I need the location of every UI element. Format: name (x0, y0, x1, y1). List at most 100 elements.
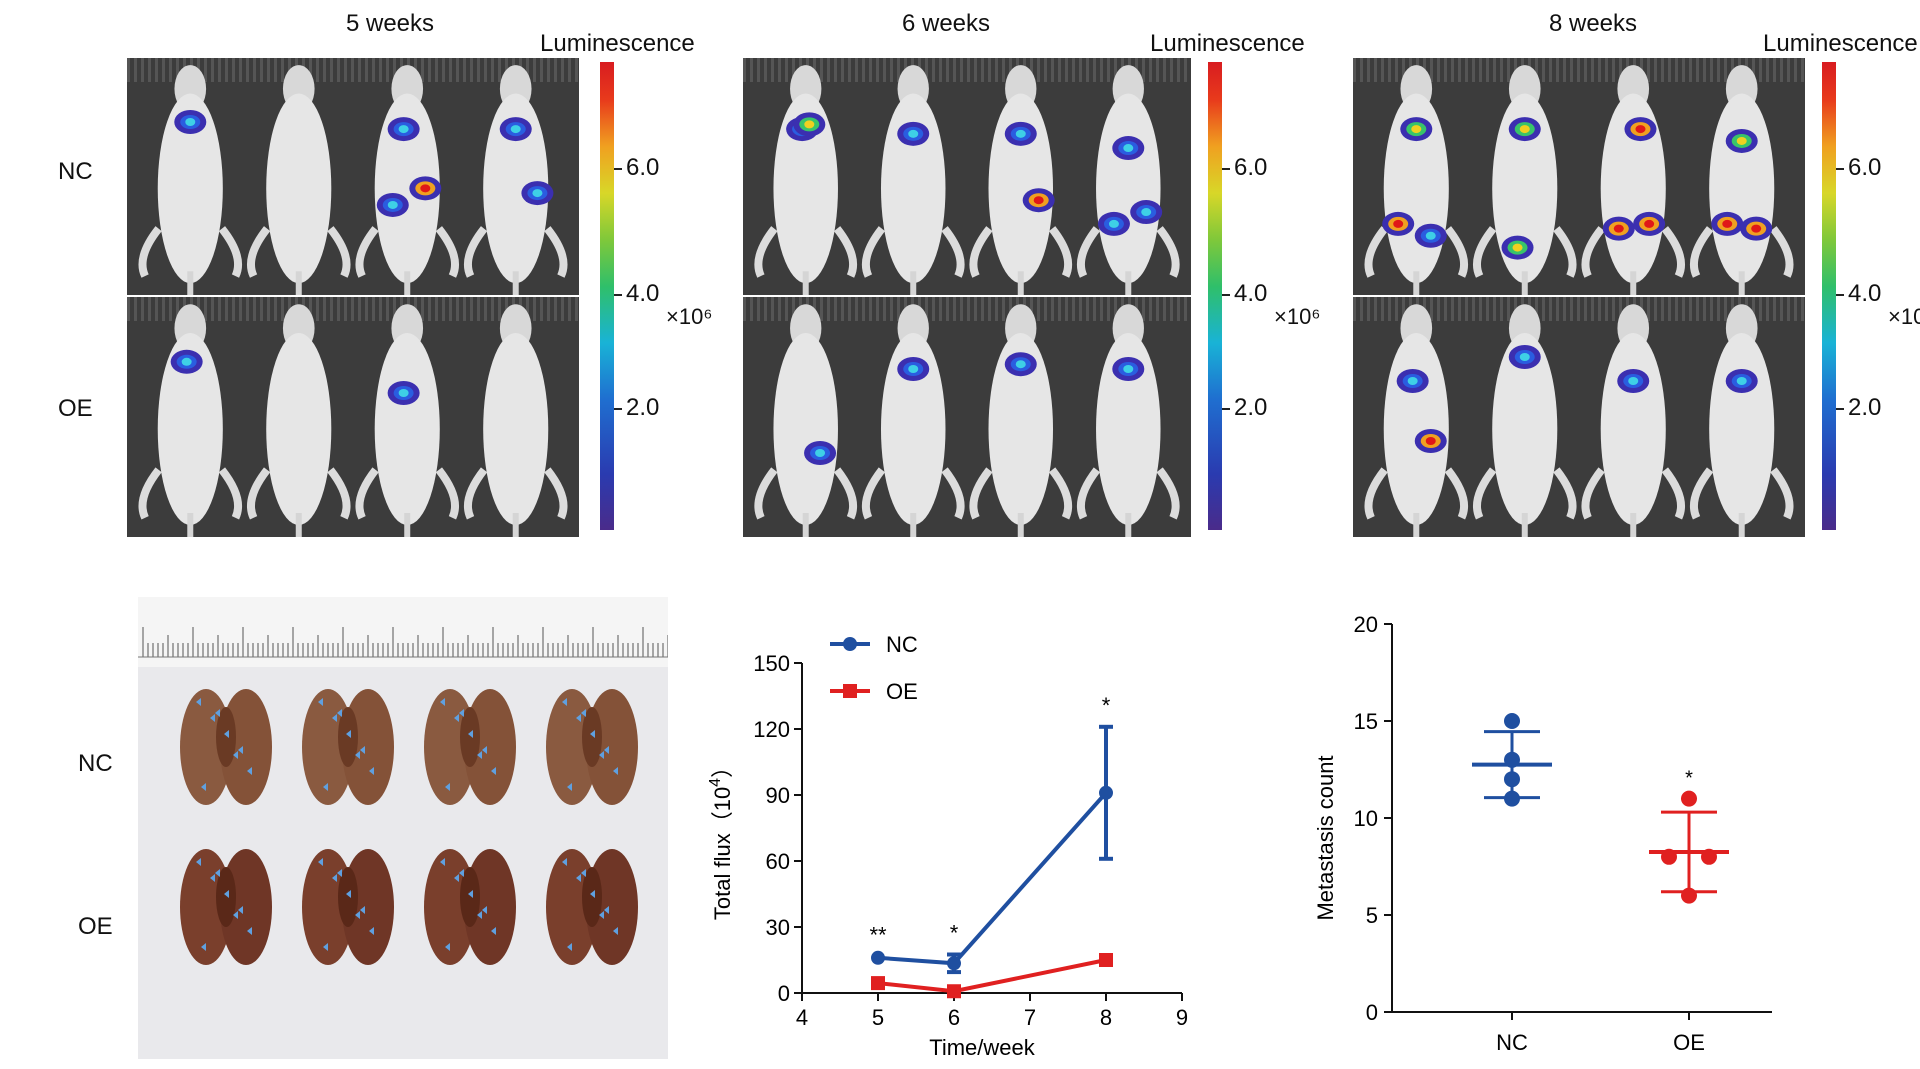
colorbar-tick-3-1 (1836, 168, 1844, 170)
colorbar-tick-3-2 (1836, 294, 1844, 296)
mouse-3-oe-3 (1581, 304, 1685, 537)
x-tick-label: 6 (948, 1005, 960, 1030)
data-point-oe (1681, 790, 1697, 807)
mouse-2-oe-3 (969, 304, 1073, 537)
lung-oe-4 (546, 849, 638, 965)
y-tick-label: 10 (1354, 806, 1378, 831)
y-tick-label: 0 (778, 981, 790, 1006)
mouse-3-nc-3 (1581, 65, 1685, 295)
y-axis-label: Metastasis count (1313, 755, 1338, 920)
total-flux-line-chart: 0 30 60 90 120 150 4 5 6 7 8 9 Time/week Total flux（1… (707, 632, 1188, 1060)
imaging-panel-2-nc (743, 58, 1191, 295)
mouse-3-oe-1 (1364, 304, 1469, 537)
mouse-3-oe-2 (1473, 304, 1577, 537)
mouse-1-nc-1 (138, 65, 243, 295)
x-tick-label: 5 (872, 1005, 884, 1030)
mouse-2-oe-1 (754, 304, 858, 537)
lung-nc-1 (180, 689, 272, 805)
mouse-2-nc-3 (969, 65, 1073, 295)
y-tick-label: 150 (753, 651, 790, 676)
mouse-2-nc-2 (861, 65, 965, 295)
x-tick-label: 7 (1024, 1005, 1036, 1030)
mouse-1-oe-3 (355, 304, 459, 537)
series-line-oe (877, 958, 1107, 994)
colorbar-unit-3: ×10⁶ (1888, 304, 1920, 329)
data-point-nc (1099, 785, 1113, 800)
mouse-3-oe-4 (1689, 304, 1794, 537)
imaging-panel-3-nc (1353, 58, 1805, 295)
y-tick-label: 15 (1354, 709, 1378, 734)
colorbar-tick-label-3-3: 2.0 (1848, 394, 1882, 421)
imaging-panel-3-oe (1353, 297, 1805, 537)
data-point-nc (947, 956, 961, 971)
luminescence-label-1: Luminescence (540, 30, 695, 57)
lung-oe-1 (180, 849, 272, 965)
mouse-2-oe-4 (1076, 304, 1180, 537)
luminescence-label-2: Luminescence (1150, 30, 1305, 57)
data-point-nc (1504, 771, 1520, 788)
imaging-row-label-nc: NC (58, 158, 93, 185)
imaging-panel-1-oe (127, 297, 579, 537)
significance-marker: * (1102, 693, 1111, 718)
series-line-nc (877, 791, 1108, 966)
colorbar-tick-label-1-1: 6.0 (626, 154, 660, 181)
data-point-oe (1661, 848, 1677, 865)
significance-marker: * (1685, 768, 1693, 790)
y-tick-label: 5 (1366, 903, 1378, 928)
significance-marker: * (950, 921, 959, 946)
y-tick-label: 60 (766, 849, 790, 874)
mouse-1-nc-3 (355, 65, 459, 295)
legend-marker (843, 637, 857, 651)
luminescence-label-3: Luminescence (1763, 30, 1918, 57)
colorbar-tick-label-2-1: 6.0 (1234, 154, 1268, 181)
data-point-oe (871, 976, 885, 991)
colorbar-tick-2-2 (1222, 294, 1230, 296)
colorbar-tick-2-3 (1222, 408, 1230, 410)
week-title-3: 8 weeks (1548, 10, 1638, 37)
x-tick-label: 4 (796, 1005, 808, 1030)
week-title-2: 6 weeks (901, 10, 991, 37)
mouse-2-nc-1 (754, 65, 858, 295)
y-tick-label: 0 (1366, 1000, 1378, 1025)
significance-marker: ** (869, 923, 887, 948)
y-tick-label: 30 (766, 915, 790, 940)
legend-marker (843, 684, 857, 698)
metastasis-count-dot-plot: 0 5 10 15 20 Metastasis count NC OE * (1313, 612, 1772, 1055)
lung-row-label-oe: OE (78, 913, 113, 940)
legend-label-oe: OE (886, 679, 918, 704)
x-axis-label: Time/week (929, 1035, 1036, 1060)
colorbar-tick-label-3-2: 4.0 (1848, 280, 1882, 307)
data-point-nc (1504, 713, 1520, 729)
data-point-nc (1504, 790, 1520, 807)
mouse-2-nc-4 (1076, 65, 1180, 295)
colorbar-tick-label-1-2: 4.0 (626, 280, 660, 307)
y-tick-label: 90 (766, 783, 790, 808)
imaging-panel-2-oe (743, 297, 1191, 537)
x-tick-label: 8 (1100, 1005, 1112, 1030)
x-tick-label: NC (1496, 1030, 1528, 1055)
data-point-oe (1099, 953, 1113, 967)
colorbar-tick-label-3-1: 6.0 (1848, 154, 1882, 181)
colorbar-tick-label-2-2: 4.0 (1234, 280, 1268, 307)
imaging-row-label-oe: OE (58, 395, 93, 422)
lung-nc-2 (302, 689, 394, 805)
colorbar-tick-label-2-3: 2.0 (1234, 394, 1268, 421)
x-tick-label: 9 (1176, 1005, 1188, 1030)
mouse-1-nc-2 (247, 65, 351, 295)
week-title-1: 5 weeks (345, 10, 435, 37)
lung-oe-3 (424, 849, 516, 965)
colorbar-tick-1-2 (614, 294, 622, 296)
legend-label-nc: NC (886, 632, 918, 657)
lung-nc-3 (424, 689, 516, 805)
colorbar-tick-3-3 (1836, 408, 1844, 410)
data-point-oe (947, 984, 961, 999)
data-point-nc (1504, 751, 1520, 768)
mouse-1-oe-1 (138, 304, 243, 537)
luminescence-colorbar-1 (600, 62, 614, 530)
mouse-1-oe-4 (463, 304, 568, 537)
lung-row-label-nc: NC (78, 750, 113, 777)
mouse-3-nc-2 (1473, 65, 1577, 295)
colorbar-tick-1-3 (614, 408, 622, 410)
luminescence-colorbar-2 (1208, 62, 1222, 530)
colorbar-tick-1-1 (614, 168, 622, 170)
